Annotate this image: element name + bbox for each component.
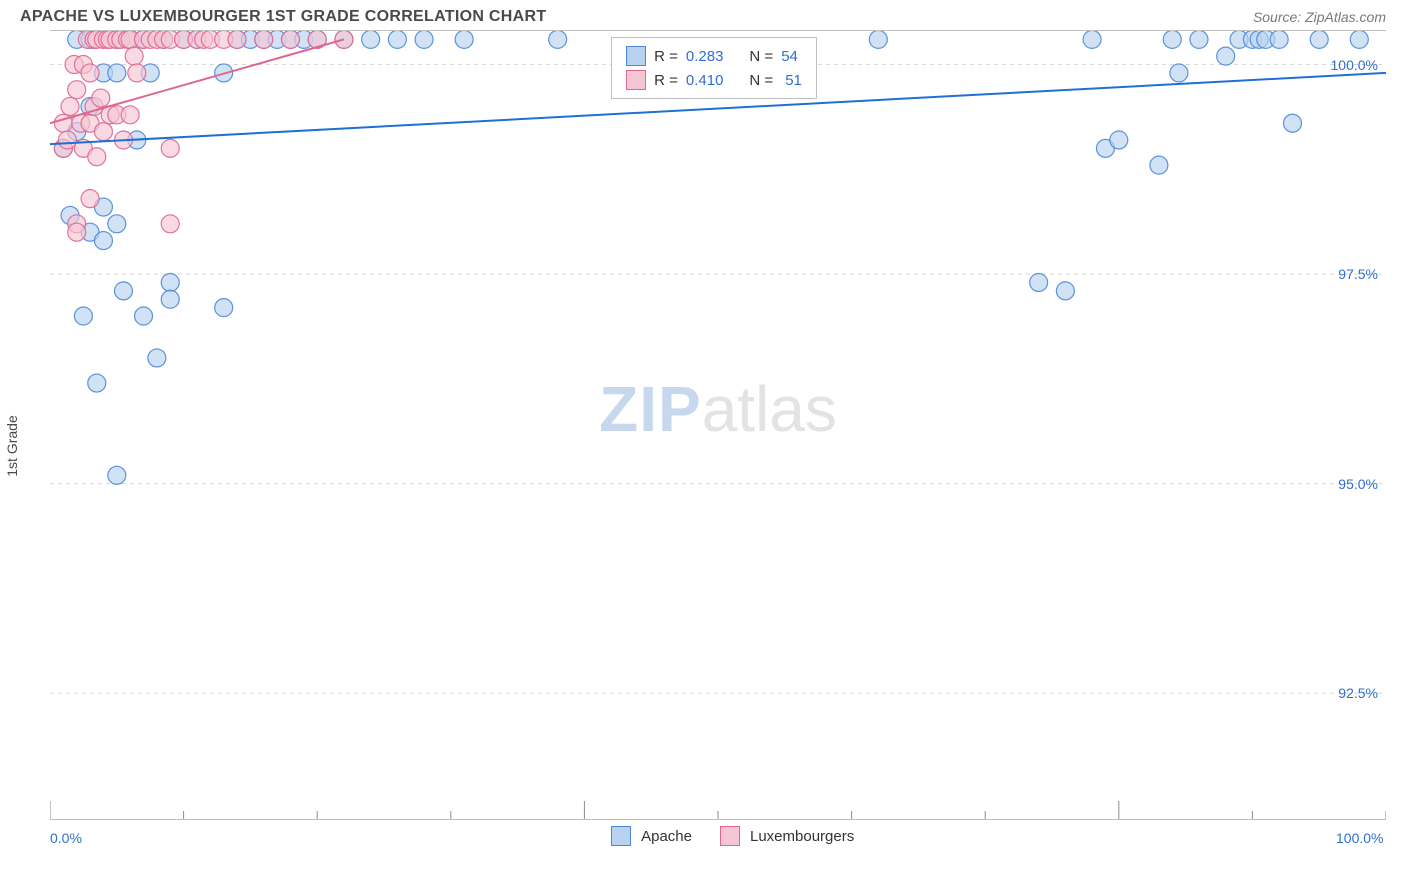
scatter-plot-svg — [50, 31, 1386, 819]
n-value-apache: 54 — [781, 48, 798, 65]
stats-legend: R = 0.283 N = 54 R = 0.410 N = 51 — [611, 37, 817, 99]
x-axis-row: 0.0% 100.0% Apache Luxembourgers — [50, 820, 1386, 860]
legend-label-apache: Apache — [641, 828, 692, 845]
chart-header: APACHE VS LUXEMBOURGER 1ST GRADE CORRELA… — [0, 0, 1406, 30]
chart-plot-area: ZIPatlas R = 0.283 N = 54 R = 0.410 N = … — [50, 30, 1386, 820]
swatch-lux — [626, 70, 646, 90]
n-label: N = — [749, 72, 773, 89]
n-label: N = — [749, 48, 773, 65]
legend-label-lux: Luxembourgers — [750, 828, 854, 845]
r-value-apache: 0.283 — [686, 48, 724, 65]
r-label: R = — [654, 48, 678, 65]
y-axis-label: 1st Grade — [4, 415, 20, 476]
stats-row-lux: R = 0.410 N = 51 — [626, 68, 802, 92]
x-tick-label: 0.0% — [50, 830, 82, 846]
y-tick-label: 100.0% — [1331, 57, 1378, 73]
swatch-apache-icon — [611, 826, 631, 846]
x-tick-label: 100.0% — [1336, 830, 1383, 846]
y-tick-label: 97.5% — [1338, 266, 1378, 282]
swatch-apache — [626, 46, 646, 66]
swatch-lux-icon — [720, 826, 740, 846]
y-tick-label: 95.0% — [1338, 476, 1378, 492]
bottom-legend: Apache Luxembourgers — [611, 826, 854, 846]
r-label: R = — [654, 72, 678, 89]
legend-item-lux: Luxembourgers — [720, 826, 854, 846]
stats-row-apache: R = 0.283 N = 54 — [626, 44, 802, 68]
chart-title: APACHE VS LUXEMBOURGER 1ST GRADE CORRELA… — [20, 8, 546, 26]
r-value-lux: 0.410 — [686, 72, 724, 89]
legend-item-apache: Apache — [611, 826, 692, 846]
n-value-lux: 51 — [785, 72, 802, 89]
y-tick-label: 92.5% — [1338, 685, 1378, 701]
chart-source: Source: ZipAtlas.com — [1253, 9, 1386, 25]
